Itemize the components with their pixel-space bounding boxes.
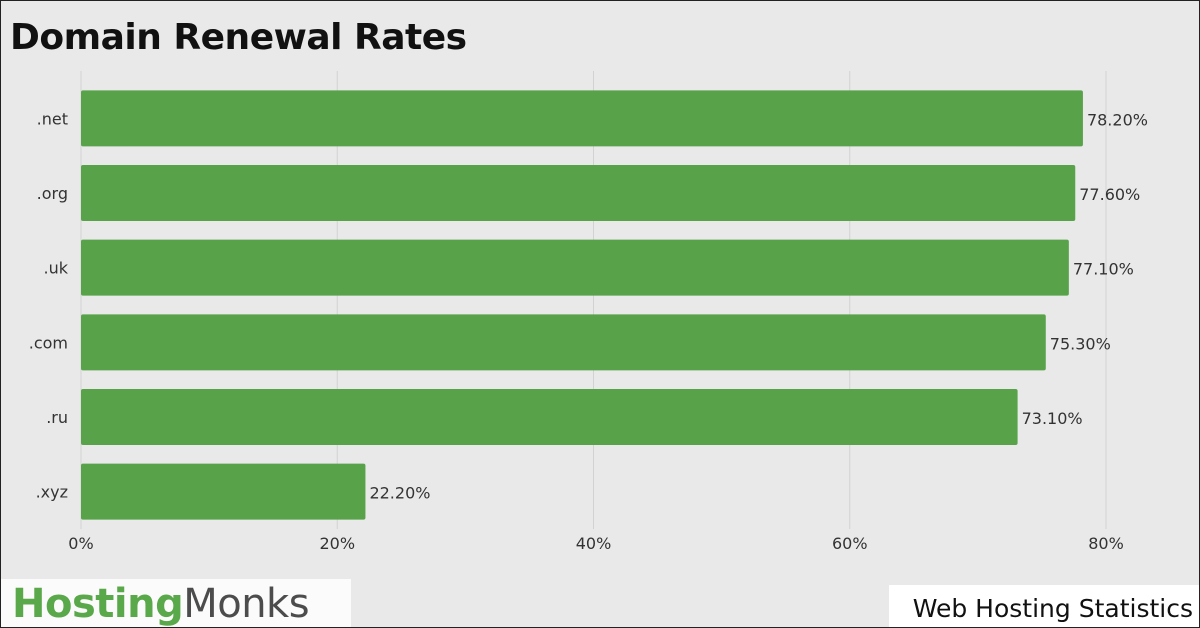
bars xyxy=(81,90,1083,520)
chart-title: Domain Renewal Rates xyxy=(10,17,467,58)
x-tick-label: 40% xyxy=(576,534,612,553)
bar xyxy=(81,239,1069,296)
x-tick-label: 0% xyxy=(68,534,93,553)
value-labels: 78.20% 77.60% 77.10% 75.30% 73.10% 22.20% xyxy=(369,110,1148,502)
x-tick-label: 60% xyxy=(832,534,868,553)
hosting-monks-logo: HostingMonks xyxy=(1,579,351,627)
logo-part-hosting: Hosting xyxy=(12,581,184,627)
category-labels: .net .org .uk .com .ru .xyz xyxy=(29,109,69,501)
bar xyxy=(81,463,366,520)
bar xyxy=(81,314,1046,371)
bar xyxy=(81,165,1076,221)
category-label: .ru xyxy=(46,408,68,427)
category-label: .uk xyxy=(44,259,69,278)
logo-text: HostingMonks xyxy=(12,581,310,627)
footer-caption: Web Hosting Statistics xyxy=(912,594,1193,623)
bar xyxy=(81,90,1083,147)
x-tick-labels: 0% 20% 40% 60% 80% xyxy=(68,534,1123,553)
grid-lines xyxy=(80,71,1107,529)
x-tick-label: 20% xyxy=(319,534,355,553)
category-label: .net xyxy=(37,109,68,128)
category-label: .com xyxy=(29,333,68,352)
logo-part-monks: Monks xyxy=(183,581,310,627)
value-label: 77.60% xyxy=(1079,185,1140,204)
x-tick-label: 80% xyxy=(1088,534,1124,553)
value-label: 75.30% xyxy=(1050,334,1111,353)
bar xyxy=(81,389,1018,445)
value-label: 78.20% xyxy=(1087,110,1148,129)
value-label: 22.20% xyxy=(369,484,430,503)
value-label: 77.10% xyxy=(1073,260,1134,279)
value-label: 73.10% xyxy=(1022,409,1083,428)
footer: Web Hosting Statistics xyxy=(889,585,1199,627)
category-label: .xyz xyxy=(36,483,68,502)
category-label: .org xyxy=(37,184,68,203)
